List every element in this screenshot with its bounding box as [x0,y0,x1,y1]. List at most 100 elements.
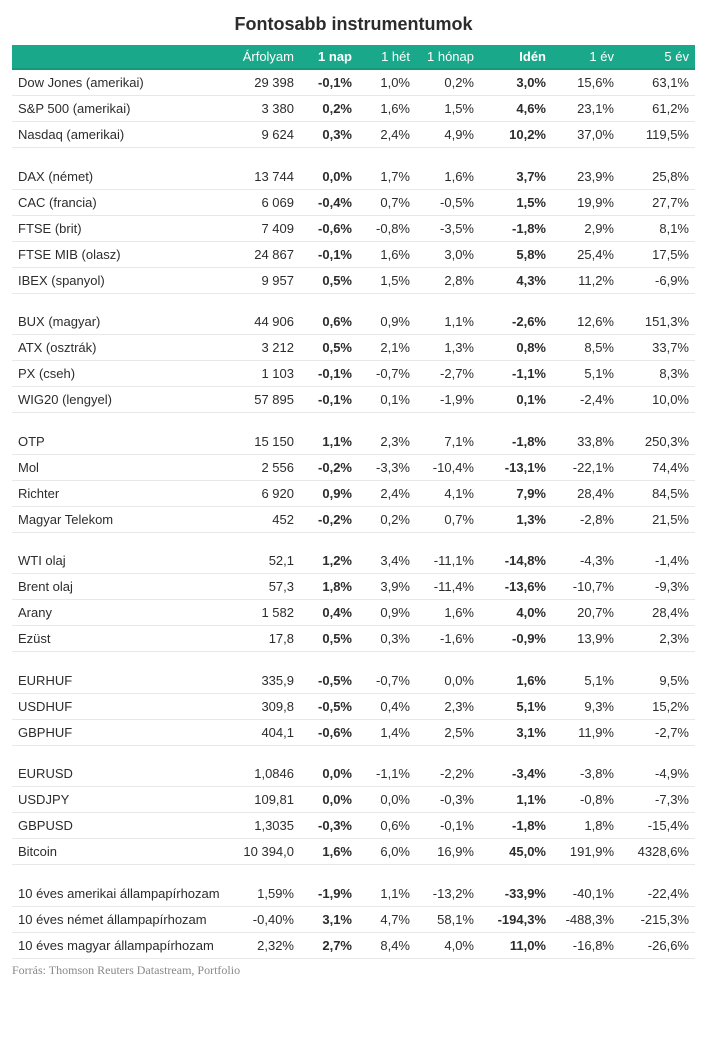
cell-d1: -0,1% [300,69,358,96]
cell-ytd: 0,1% [480,387,552,413]
cell-name: USDJPY [12,787,225,813]
cell-d1: 0,3% [300,122,358,148]
cell-m1: -1,6% [416,626,480,652]
table-row: WTI olaj52,11,2%3,4%-11,1%-14,8%-4,3%-1,… [12,548,695,574]
cell-ytd: 4,3% [480,267,552,293]
cell-w1: 1,0% [358,69,416,96]
cell-m1: 1,6% [416,600,480,626]
cell-y5: 28,4% [620,600,695,626]
cell-ytd: 10,2% [480,122,552,148]
cell-price: 452 [225,506,300,532]
table-row: Mol2 556-0,2%-3,3%-10,4%-13,1%-22,1%74,4… [12,454,695,480]
cell-y1: 5,1% [552,361,620,387]
cell-price: 9 624 [225,122,300,148]
cell-d1: -0,2% [300,506,358,532]
cell-w1: 1,6% [358,96,416,122]
cell-price: 1 582 [225,600,300,626]
table-row: S&P 500 (amerikai)3 3800,2%1,6%1,5%4,6%2… [12,96,695,122]
cell-y5: 8,3% [620,361,695,387]
cell-y1: 11,9% [552,719,620,745]
cell-y5: 17,5% [620,241,695,267]
cell-y5: -215,3% [620,906,695,932]
cell-w1: -0,7% [358,361,416,387]
cell-m1: -11,1% [416,548,480,574]
table-row: FTSE MIB (olasz)24 867-0,1%1,6%3,0%5,8%2… [12,241,695,267]
cell-name: EURUSD [12,761,225,787]
col-w1: 1 hét [358,45,416,69]
cell-ytd: 3,7% [480,164,552,190]
cell-ytd: -1,1% [480,361,552,387]
cell-w1: 2,3% [358,429,416,455]
cell-price: 1,59% [225,881,300,907]
cell-price: 52,1 [225,548,300,574]
cell-m1: 4,9% [416,122,480,148]
cell-name: FTSE MIB (olasz) [12,241,225,267]
cell-price: 13 744 [225,164,300,190]
cell-y5: -22,4% [620,881,695,907]
cell-ytd: 1,5% [480,189,552,215]
col-y1: 1 év [552,45,620,69]
cell-w1: 2,1% [358,335,416,361]
group-spacer [12,148,695,164]
cell-y1: 12,6% [552,309,620,335]
cell-name: IBEX (spanyol) [12,267,225,293]
cell-y1: 28,4% [552,480,620,506]
cell-price: -0,40% [225,906,300,932]
group-spacer [12,745,695,761]
cell-w1: 2,4% [358,480,416,506]
cell-price: 17,8 [225,626,300,652]
cell-d1: -0,1% [300,361,358,387]
cell-w1: -0,7% [358,668,416,694]
cell-ytd: 11,0% [480,932,552,958]
cell-m1: 2,3% [416,693,480,719]
cell-d1: 0,6% [300,309,358,335]
table-row: Bitcoin10 394,01,6%6,0%16,9%45,0%191,9%4… [12,839,695,865]
cell-w1: 4,7% [358,906,416,932]
table-row: Arany1 5820,4%0,9%1,6%4,0%20,7%28,4% [12,600,695,626]
cell-price: 24 867 [225,241,300,267]
cell-w1: 1,4% [358,719,416,745]
cell-price: 15 150 [225,429,300,455]
cell-price: 1,0846 [225,761,300,787]
cell-ytd: 0,8% [480,335,552,361]
cell-y1: -3,8% [552,761,620,787]
cell-ytd: -1,8% [480,215,552,241]
cell-w1: -3,3% [358,454,416,480]
cell-d1: 1,8% [300,574,358,600]
cell-ytd: 1,1% [480,787,552,813]
cell-name: GBPUSD [12,813,225,839]
cell-w1: 1,7% [358,164,416,190]
cell-y1: 11,2% [552,267,620,293]
cell-w1: 3,4% [358,548,416,574]
cell-y1: -10,7% [552,574,620,600]
cell-m1: 2,8% [416,267,480,293]
cell-name: FTSE (brit) [12,215,225,241]
cell-ytd: -14,8% [480,548,552,574]
group-spacer [12,413,695,429]
cell-name: Dow Jones (amerikai) [12,69,225,96]
cell-y1: 20,7% [552,600,620,626]
cell-y5: 9,5% [620,668,695,694]
cell-y5: 119,5% [620,122,695,148]
group-spacer [12,532,695,548]
cell-price: 6 920 [225,480,300,506]
cell-name: S&P 500 (amerikai) [12,96,225,122]
cell-w1: -0,8% [358,215,416,241]
cell-d1: 0,9% [300,480,358,506]
cell-price: 29 398 [225,69,300,96]
cell-y1: -2,4% [552,387,620,413]
cell-price: 6 069 [225,189,300,215]
cell-m1: 2,5% [416,719,480,745]
cell-y1: 1,8% [552,813,620,839]
cell-name: USDHUF [12,693,225,719]
cell-y5: 8,1% [620,215,695,241]
cell-ytd: -13,6% [480,574,552,600]
cell-y1: 15,6% [552,69,620,96]
cell-y5: 15,2% [620,693,695,719]
cell-m1: 4,0% [416,932,480,958]
cell-ytd: -2,6% [480,309,552,335]
table-row: ATX (osztrák)3 2120,5%2,1%1,3%0,8%8,5%33… [12,335,695,361]
cell-name: Magyar Telekom [12,506,225,532]
cell-price: 1 103 [225,361,300,387]
cell-name: BUX (magyar) [12,309,225,335]
